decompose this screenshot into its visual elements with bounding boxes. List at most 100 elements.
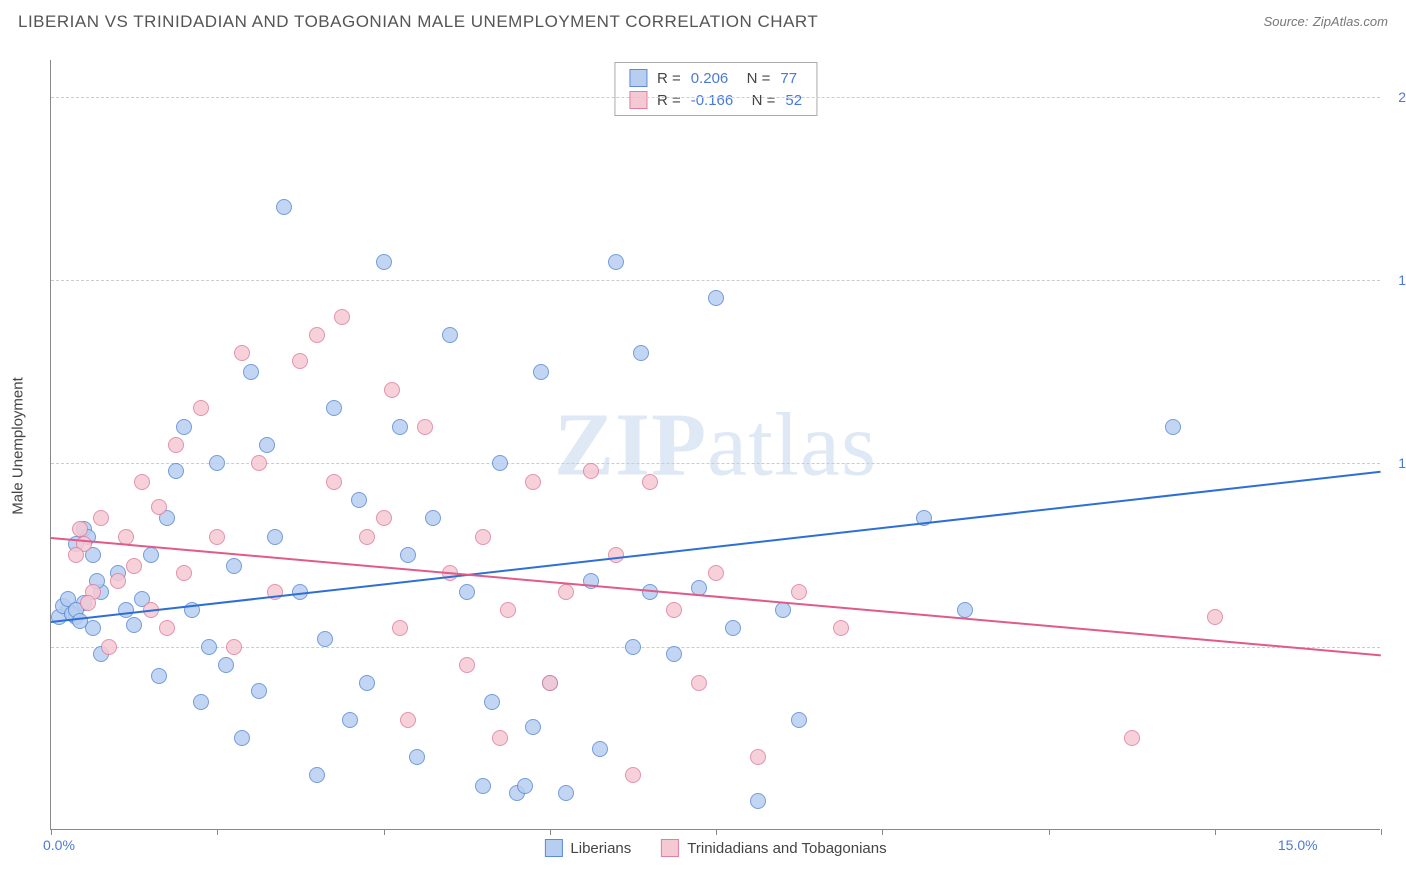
gridline bbox=[51, 97, 1380, 98]
scatter-point bbox=[326, 400, 342, 416]
scatter-point bbox=[384, 382, 400, 398]
scatter-point bbox=[276, 199, 292, 215]
scatter-point bbox=[259, 437, 275, 453]
scatter-point bbox=[126, 617, 142, 633]
scatter-point bbox=[342, 712, 358, 728]
scatter-point bbox=[376, 510, 392, 526]
xtick-label: 0.0% bbox=[43, 837, 75, 853]
scatter-point bbox=[725, 620, 741, 636]
scatter-point bbox=[442, 327, 458, 343]
r-label: R = bbox=[657, 70, 681, 87]
scatter-point bbox=[251, 683, 267, 699]
scatter-point bbox=[833, 620, 849, 636]
scatter-point bbox=[110, 573, 126, 589]
r-value-liberians: 0.206 bbox=[691, 70, 729, 87]
scatter-point bbox=[484, 694, 500, 710]
scatter-point bbox=[409, 749, 425, 765]
scatter-point bbox=[525, 719, 541, 735]
scatter-point bbox=[492, 730, 508, 746]
xtick bbox=[882, 829, 883, 835]
source-label: Source: bbox=[1264, 14, 1309, 29]
watermark-bold: ZIP bbox=[554, 395, 707, 494]
legend-label-liberians: Liberians bbox=[570, 840, 631, 857]
xtick bbox=[384, 829, 385, 835]
watermark-rest: atlas bbox=[707, 395, 877, 494]
scatter-point bbox=[608, 547, 624, 563]
scatter-point bbox=[625, 639, 641, 655]
n-label: N = bbox=[743, 92, 775, 109]
scatter-point bbox=[1207, 609, 1223, 625]
scatter-point bbox=[126, 558, 142, 574]
scatter-point bbox=[359, 529, 375, 545]
scatter-point bbox=[1124, 730, 1140, 746]
scatter-point bbox=[500, 602, 516, 618]
scatter-point bbox=[691, 675, 707, 691]
scatter-point bbox=[392, 419, 408, 435]
scatter-point bbox=[392, 620, 408, 636]
y-axis-label: Male Unemployment bbox=[10, 377, 27, 515]
scatter-point bbox=[492, 455, 508, 471]
scatter-point bbox=[101, 639, 117, 655]
swatch-trinidadians bbox=[629, 91, 647, 109]
scatter-point bbox=[326, 474, 342, 490]
swatch-liberians bbox=[629, 69, 647, 87]
gridline bbox=[51, 280, 1380, 281]
scatter-point bbox=[267, 529, 283, 545]
scatter-point bbox=[234, 730, 250, 746]
scatter-point bbox=[425, 510, 441, 526]
stats-row-liberians: R = 0.206 N = 77 bbox=[615, 67, 816, 89]
xtick bbox=[716, 829, 717, 835]
scatter-point bbox=[201, 639, 217, 655]
scatter-point bbox=[118, 602, 134, 618]
n-value-liberians: 77 bbox=[780, 70, 797, 87]
xtick bbox=[51, 829, 52, 835]
scatter-point bbox=[72, 521, 88, 537]
scatter-point bbox=[359, 675, 375, 691]
xtick bbox=[1049, 829, 1050, 835]
ytick-label: 15.0% bbox=[1398, 272, 1406, 288]
scatter-point bbox=[558, 785, 574, 801]
xtick bbox=[1215, 829, 1216, 835]
xtick bbox=[550, 829, 551, 835]
scatter-point bbox=[475, 529, 491, 545]
scatter-point bbox=[666, 646, 682, 662]
legend-item-liberians: Liberians bbox=[544, 839, 631, 857]
scatter-point bbox=[400, 712, 416, 728]
scatter-point bbox=[750, 793, 766, 809]
swatch-trinidadians bbox=[661, 839, 679, 857]
scatter-point bbox=[525, 474, 541, 490]
scatter-point bbox=[957, 602, 973, 618]
swatch-liberians bbox=[544, 839, 562, 857]
scatter-point bbox=[209, 455, 225, 471]
scatter-point bbox=[517, 778, 533, 794]
scatter-point bbox=[666, 602, 682, 618]
scatter-point bbox=[417, 419, 433, 435]
scatter-point bbox=[151, 499, 167, 515]
trend-line bbox=[51, 537, 1381, 656]
scatter-point bbox=[218, 657, 234, 673]
chart-title: LIBERIAN VS TRINIDADIAN AND TOBAGONIAN M… bbox=[18, 12, 818, 32]
scatter-point bbox=[608, 254, 624, 270]
n-value-trinidadians: 52 bbox=[785, 92, 802, 109]
legend-label-trinidadians: Trinidadians and Tobagonians bbox=[687, 840, 886, 857]
scatter-point bbox=[791, 712, 807, 728]
legend-item-trinidadians: Trinidadians and Tobagonians bbox=[661, 839, 886, 857]
source: Source: ZipAtlas.com bbox=[1264, 13, 1388, 31]
trend-line bbox=[51, 471, 1381, 623]
stats-legend: R = 0.206 N = 77 R = -0.166 N = 52 bbox=[614, 62, 817, 116]
scatter-point bbox=[400, 547, 416, 563]
scatter-point bbox=[334, 309, 350, 325]
scatter-point bbox=[226, 639, 242, 655]
scatter-point bbox=[475, 778, 491, 794]
scatter-point bbox=[193, 400, 209, 416]
scatter-point bbox=[151, 668, 167, 684]
scatter-point bbox=[72, 613, 88, 629]
scatter-point bbox=[226, 558, 242, 574]
scatter-plot: ZIPatlas R = 0.206 N = 77 R = -0.166 N =… bbox=[50, 60, 1380, 830]
scatter-point bbox=[791, 584, 807, 600]
scatter-point bbox=[542, 675, 558, 691]
scatter-point bbox=[642, 474, 658, 490]
r-value-trinidadians: -0.166 bbox=[691, 92, 734, 109]
scatter-point bbox=[351, 492, 367, 508]
scatter-point bbox=[93, 510, 109, 526]
